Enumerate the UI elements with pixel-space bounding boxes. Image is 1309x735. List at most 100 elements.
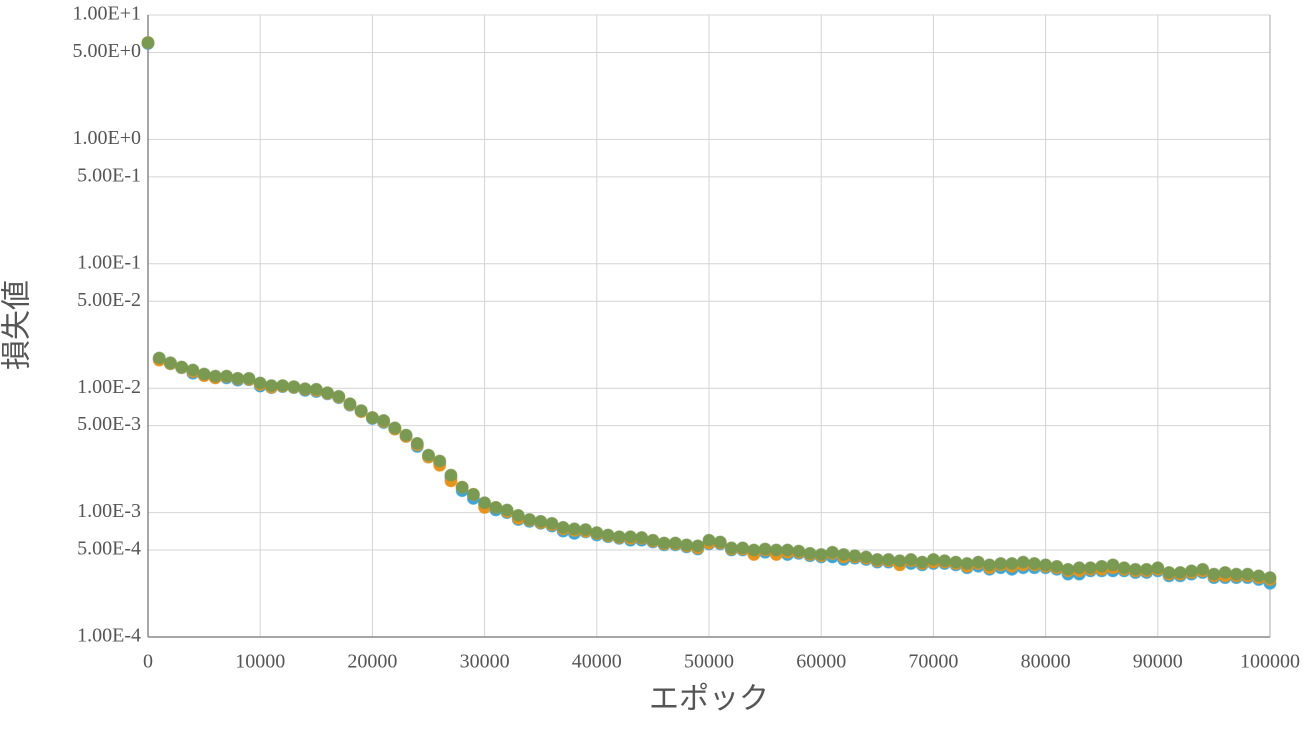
data-point bbox=[175, 360, 189, 374]
data-point bbox=[433, 454, 447, 468]
data-point bbox=[343, 397, 357, 411]
data-point bbox=[1207, 567, 1221, 581]
y-tick-label: 1.00E-3 bbox=[77, 500, 141, 522]
data-point bbox=[1263, 571, 1277, 585]
data-point bbox=[422, 448, 435, 462]
data-point bbox=[1083, 561, 1097, 575]
data-point bbox=[388, 421, 402, 435]
y-tick-label: 1.00E+1 bbox=[73, 3, 142, 25]
data-point bbox=[1117, 561, 1131, 575]
data-point bbox=[410, 436, 424, 450]
data-point bbox=[1016, 555, 1030, 569]
x-tick-label: 50000 bbox=[684, 651, 734, 673]
data-point bbox=[680, 538, 694, 552]
data-point bbox=[152, 351, 166, 365]
x-tick-label: 90000 bbox=[1133, 651, 1183, 673]
data-point bbox=[534, 514, 548, 528]
x-tick-label: 30000 bbox=[460, 651, 510, 673]
x-tick-label: 0 bbox=[143, 651, 153, 673]
x-tick-label: 60000 bbox=[796, 651, 846, 673]
data-point bbox=[971, 555, 985, 569]
data-point bbox=[814, 548, 828, 562]
data-point bbox=[264, 379, 278, 393]
data-point bbox=[904, 552, 918, 566]
data-point bbox=[1072, 561, 1086, 575]
data-point bbox=[612, 530, 626, 544]
y-tick-label: 5.00E+0 bbox=[73, 40, 142, 62]
data-point bbox=[365, 411, 379, 425]
data-point bbox=[590, 526, 604, 540]
y-tick-label: 1.00E-2 bbox=[77, 376, 141, 398]
y-tick-label: 5.00E-1 bbox=[77, 164, 141, 186]
data-point bbox=[960, 556, 974, 570]
data-point bbox=[837, 548, 851, 562]
y-tick-label: 5.00E-4 bbox=[77, 538, 141, 560]
y-axis-title: 損失値 bbox=[0, 280, 35, 370]
data-point bbox=[702, 533, 716, 547]
x-tick-label: 20000 bbox=[347, 651, 397, 673]
data-point bbox=[253, 376, 267, 390]
data-point bbox=[769, 543, 783, 557]
y-tick-label: 1.00E-1 bbox=[77, 251, 141, 273]
data-point bbox=[736, 541, 750, 555]
data-point bbox=[1173, 565, 1187, 579]
x-tick-label: 100000 bbox=[1240, 651, 1300, 673]
data-point bbox=[893, 554, 907, 568]
data-point bbox=[724, 541, 738, 555]
data-point bbox=[511, 508, 525, 522]
data-point bbox=[579, 523, 593, 537]
data-point bbox=[668, 536, 682, 550]
data-point bbox=[1241, 567, 1255, 581]
data-point bbox=[377, 413, 391, 427]
data-point bbox=[354, 404, 368, 418]
data-point bbox=[792, 544, 806, 558]
data-point bbox=[635, 531, 649, 545]
data-point bbox=[455, 480, 469, 494]
data-point bbox=[623, 530, 637, 544]
data-point bbox=[1095, 559, 1109, 573]
x-axis-title: エポック bbox=[649, 682, 769, 717]
data-point bbox=[332, 389, 346, 403]
data-point bbox=[1128, 562, 1142, 576]
data-point bbox=[691, 539, 705, 553]
y-tick-label: 5.00E-3 bbox=[77, 413, 141, 435]
data-point bbox=[1039, 558, 1053, 572]
data-point bbox=[141, 36, 155, 50]
data-point bbox=[1061, 562, 1075, 576]
data-point bbox=[500, 503, 514, 517]
data-point bbox=[859, 550, 873, 564]
data-point bbox=[309, 382, 323, 396]
data-point bbox=[781, 543, 795, 557]
data-point bbox=[1252, 569, 1266, 583]
data-point bbox=[489, 500, 503, 514]
data-point bbox=[1184, 564, 1198, 578]
data-point bbox=[478, 496, 492, 510]
data-point bbox=[466, 487, 480, 501]
data-point bbox=[949, 555, 963, 569]
data-point bbox=[522, 513, 536, 527]
data-point bbox=[870, 552, 884, 566]
data-point bbox=[882, 552, 896, 566]
data-point bbox=[713, 535, 727, 549]
data-point bbox=[825, 545, 839, 559]
data-point bbox=[646, 533, 660, 547]
x-tick-label: 70000 bbox=[908, 651, 958, 673]
data-point bbox=[399, 428, 413, 442]
data-point bbox=[1027, 556, 1041, 570]
y-tick-label: 5.00E-2 bbox=[77, 289, 141, 311]
data-point bbox=[1140, 562, 1154, 576]
data-point bbox=[926, 552, 940, 566]
data-point bbox=[556, 520, 570, 534]
data-point bbox=[1196, 562, 1210, 576]
data-point bbox=[803, 546, 817, 560]
data-point bbox=[242, 371, 256, 385]
data-point bbox=[220, 369, 234, 383]
data-point bbox=[197, 367, 211, 381]
data-point bbox=[298, 382, 312, 396]
data-point bbox=[657, 536, 671, 550]
x-tick-label: 80000 bbox=[1021, 651, 1071, 673]
data-point bbox=[208, 369, 222, 383]
data-point bbox=[1229, 567, 1243, 581]
data-point bbox=[231, 371, 245, 385]
